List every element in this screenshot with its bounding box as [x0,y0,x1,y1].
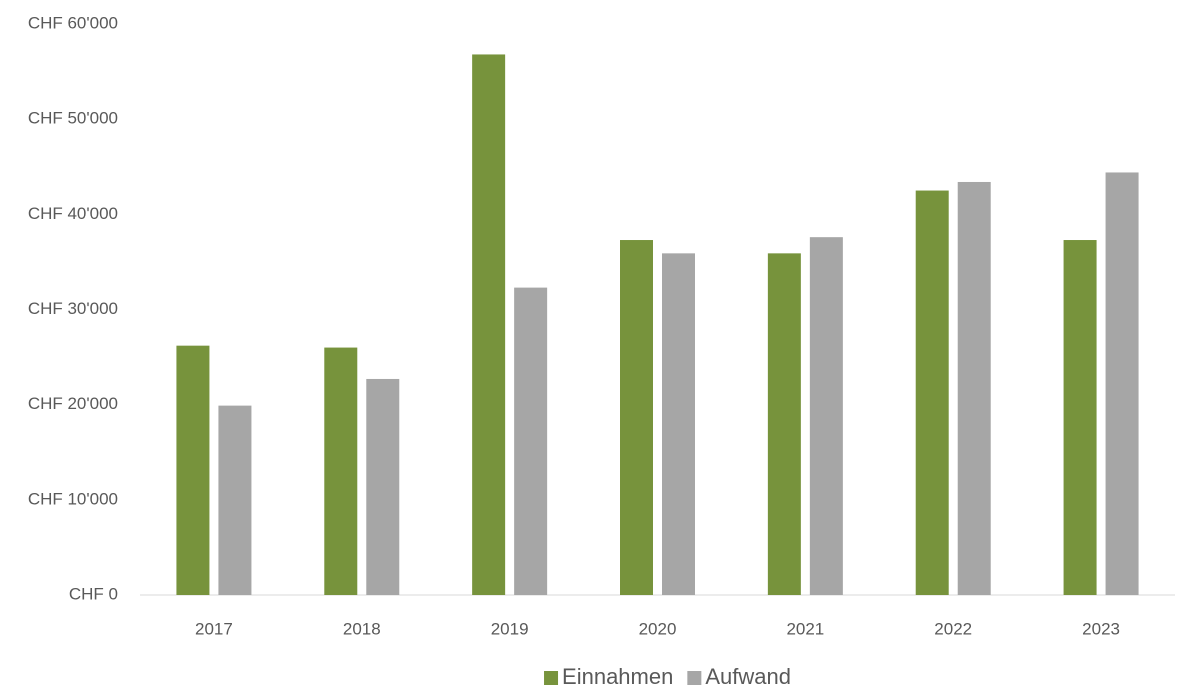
x-tick-label: 2021 [786,619,824,638]
bar [809,237,843,595]
bar [915,190,949,595]
bar [767,253,801,595]
legend-label: Aufwand [705,664,791,688]
bar [176,345,210,595]
bar [472,54,506,596]
y-tick-label: CHF 20'000 [28,394,118,413]
bar [957,181,991,595]
x-tick-label: 2023 [1082,619,1120,638]
x-tick-label: 2020 [639,619,677,638]
bar [218,405,252,595]
bar [620,240,653,596]
bar [366,378,400,595]
bar [324,347,358,595]
x-tick-label: 2019 [491,619,529,638]
legend-swatch [687,671,702,685]
bar [514,287,548,595]
bar [1063,240,1097,596]
y-tick-label: CHF 0 [69,584,118,603]
y-tick-label: CHF 50'000 [28,109,118,128]
bar [662,253,695,595]
legend-label: Einnahmen [562,664,673,688]
bar [1105,172,1139,595]
x-tick-label: 2022 [934,619,972,638]
y-tick-label: CHF 40'000 [28,204,118,223]
x-tick-label: 2018 [343,619,381,638]
x-tick-label: 2017 [195,619,233,638]
y-tick-label: CHF 30'000 [28,299,118,318]
y-tick-label: CHF 10'000 [28,489,118,508]
y-tick-label: CHF 60'000 [28,13,118,32]
legend-swatch [544,671,559,685]
